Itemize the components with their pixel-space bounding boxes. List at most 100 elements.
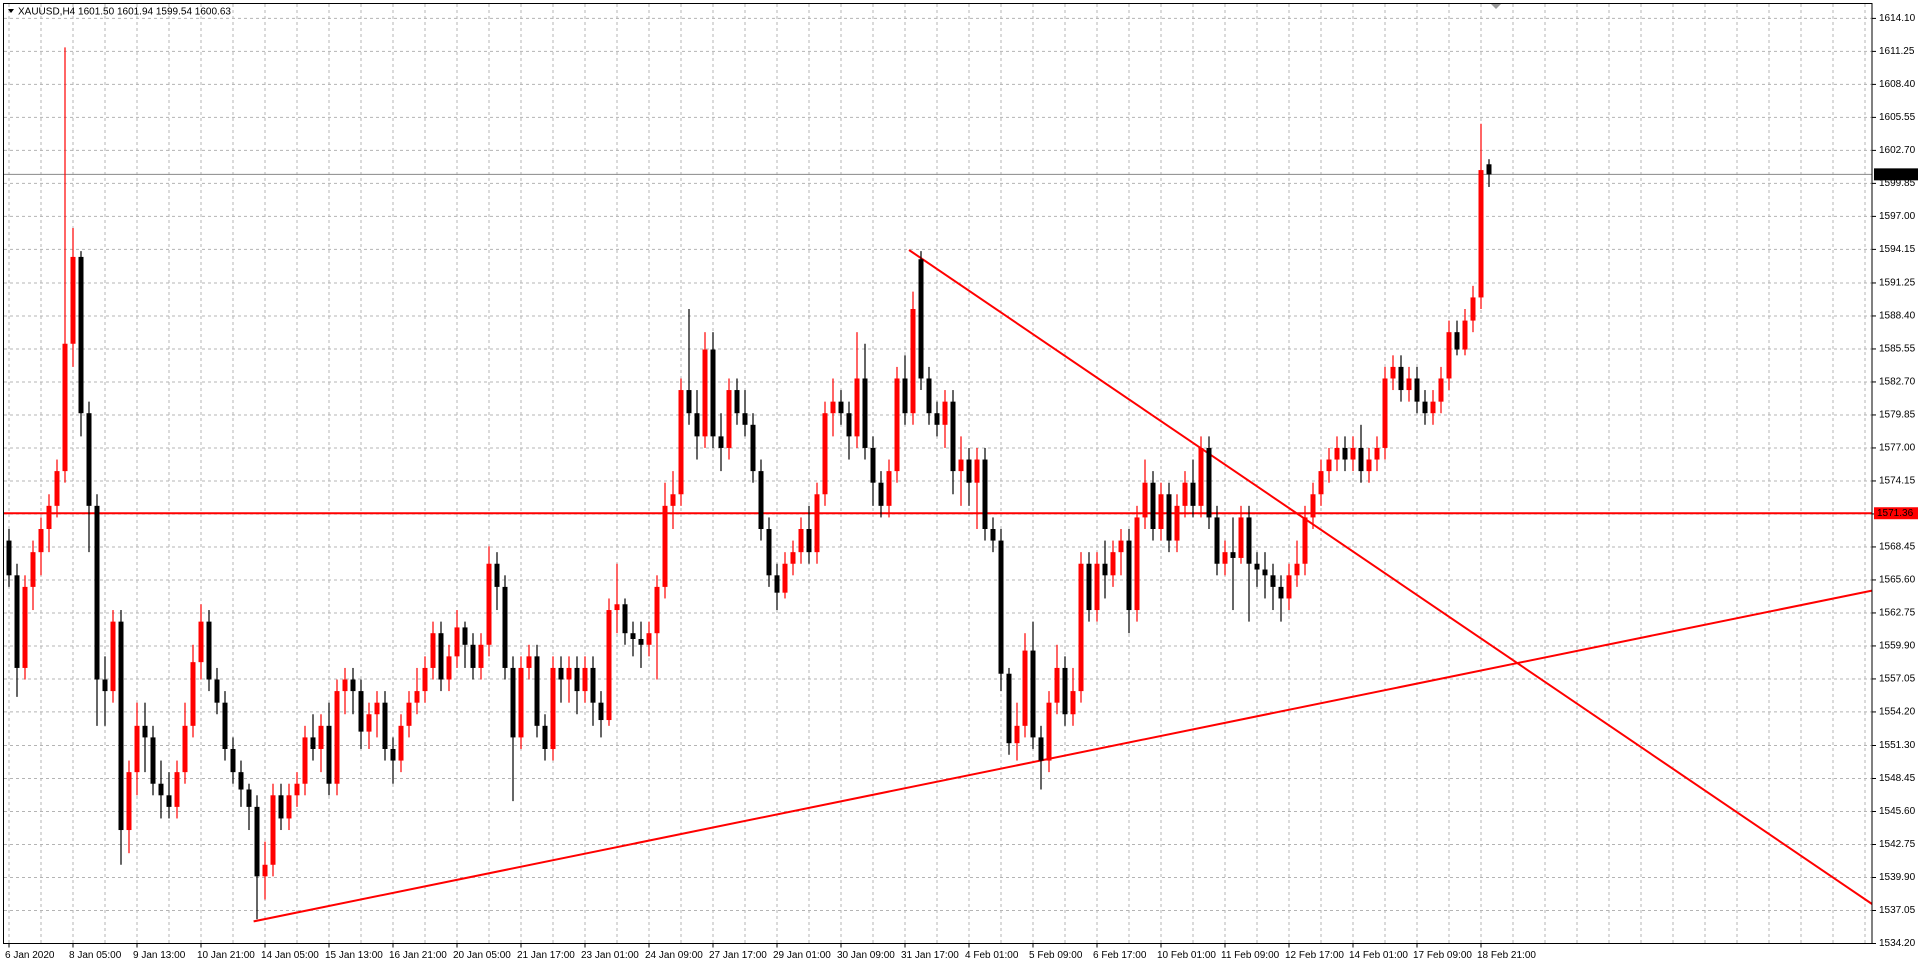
candle-body [742,413,748,425]
x-tick-label: 10 Jan 21:00 [197,950,255,961]
candle-body [86,413,92,506]
candle-body [1078,563,1084,692]
candle-body [214,679,220,703]
candle-body [750,424,756,472]
candle-body [1390,366,1396,379]
candle-body [614,604,620,611]
candle-body [678,390,684,495]
x-tick-label: 14 Jan 05:00 [261,950,319,961]
candle-body [406,702,412,726]
candle-body [974,459,980,483]
candle-body [1278,586,1284,599]
candle-body [486,563,492,645]
candle-body [1470,297,1476,321]
candle-body [1126,540,1132,611]
candle-body [166,795,172,807]
candle-body [430,633,436,668]
candle-body [54,471,60,506]
candle-body [1414,378,1420,402]
candle-body [982,459,988,529]
y-tick-label: 1588.40 [1879,311,1916,322]
trend-line [253,589,1873,923]
candle-body [286,795,292,819]
candle-body [1462,320,1468,350]
candle-body [134,725,140,773]
candles [4,47,1872,920]
candle-body [454,627,460,657]
candle-body [774,575,780,593]
candle-body [598,702,604,721]
candle-body [1142,482,1148,518]
x-tick-label: 4 Feb 01:00 [965,950,1019,961]
x-tick-label: 12 Feb 17:00 [1285,950,1344,961]
y-tick-label: 1565.60 [1879,575,1916,586]
candle-body [622,604,628,634]
candle-body [926,378,932,414]
candle-body [718,436,724,448]
candle-body [14,575,20,668]
candle-body [1422,401,1428,414]
plot-frame [3,3,1873,944]
candle-body [910,309,916,414]
candle-body [950,401,956,472]
candle-body [998,540,1004,674]
candle-body [1046,702,1052,761]
y-tick-label: 1585.55 [1879,344,1916,355]
candle-body [702,349,708,437]
y-tick-label: 1614.10 [1879,13,1916,24]
candle-body [1286,575,1292,599]
x-tick-label: 24 Jan 09:00 [645,950,703,961]
x-tick-label: 6 Jan 2020 [5,950,55,961]
x-tick-label: 6 Feb 17:00 [1093,950,1147,961]
candle-body [1374,447,1380,460]
x-tick-label: 8 Jan 05:00 [69,950,122,961]
candle-body [262,864,268,877]
candle-body [1006,673,1012,744]
candle-body [38,528,44,553]
candle-body [222,702,228,749]
candle-body [1190,482,1196,506]
candle-body [1246,517,1252,564]
candle-body [62,343,68,472]
candle-body [1454,332,1460,350]
candle-body [1238,517,1244,558]
candle-body [574,667,580,692]
candle-body [1230,552,1236,558]
candle-body [1094,563,1100,611]
candle-body [1358,447,1364,472]
candle-body [646,633,652,645]
candle-body [1486,164,1492,175]
candle-body [1262,569,1268,576]
x-tick-label: 14 Feb 01:00 [1349,950,1408,961]
trend-line [908,249,1873,905]
candle-body [1086,563,1092,611]
candle-body [414,691,420,703]
candle-body [958,459,964,472]
candle-body [1070,691,1076,715]
candle-body [1102,563,1108,576]
x-tick-label: 5 Feb 09:00 [1029,950,1083,961]
candle-body [798,528,804,553]
candle-body [246,789,252,807]
candle-body [310,737,316,749]
candle-body [1054,667,1060,703]
candle-body [1310,494,1316,518]
x-tick-label: 27 Jan 17:00 [709,950,767,961]
candle-body [590,667,596,703]
candle-body [390,748,396,761]
candle-body [830,401,836,414]
x-tick-label: 18 Feb 21:00 [1477,950,1536,961]
candle-body [1382,378,1388,448]
candle-body [710,349,716,437]
y-tick-label: 1534.20 [1879,938,1916,949]
y-tick-label: 1574.15 [1879,476,1916,487]
candle-body [230,748,236,773]
candle-body [1350,447,1356,460]
y-tick-label: 1582.70 [1879,377,1916,388]
candle-body [606,610,612,721]
x-tick-label: 11 Feb 09:00 [1221,950,1280,961]
candle-body [1206,447,1212,518]
candle-body [326,725,332,784]
candle-body [518,667,524,738]
candle-body [1270,575,1276,587]
